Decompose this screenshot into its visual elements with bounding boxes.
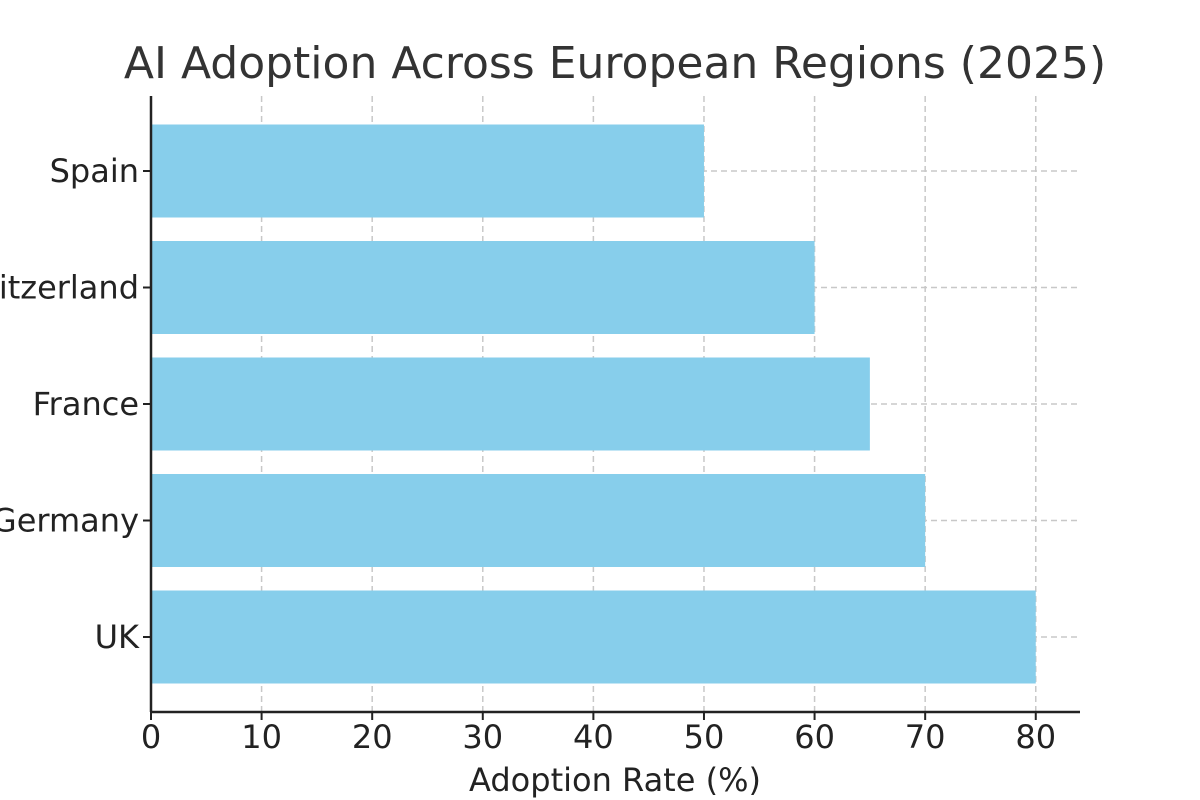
bar-switzerland [151, 241, 815, 334]
bar-spain [151, 124, 704, 218]
x-tick-label: 60 [794, 718, 835, 756]
x-tick-label: 70 [905, 718, 946, 756]
x-tick-label: 0 [141, 718, 161, 756]
x-tick-label: 20 [352, 718, 393, 756]
bar-france [151, 357, 870, 451]
x-tick-label: 30 [462, 718, 503, 756]
bar-uk [151, 590, 1036, 684]
y-tick-label: France [33, 385, 139, 423]
x-tick-label: 40 [573, 718, 614, 756]
x-axis-label: Adoption Rate (%) [469, 761, 761, 799]
y-tick-label: UK [95, 618, 140, 656]
bar-germany [151, 474, 926, 567]
ticks: 0 10 20 30 40 50 60 70 80 UK Germany France Switzerl… [0, 152, 1056, 756]
x-tick-label: 10 [241, 718, 282, 756]
x-tick-label: 50 [684, 718, 725, 756]
y-tick-label: Switzerland [0, 269, 139, 307]
chart-title: AI Adoption Across European Regions (202… [124, 38, 1106, 89]
y-tick-label: Germany [0, 502, 139, 540]
x-tick-label: 80 [1015, 718, 1056, 756]
y-tick-label: Spain [50, 152, 139, 190]
bars [151, 124, 1036, 684]
